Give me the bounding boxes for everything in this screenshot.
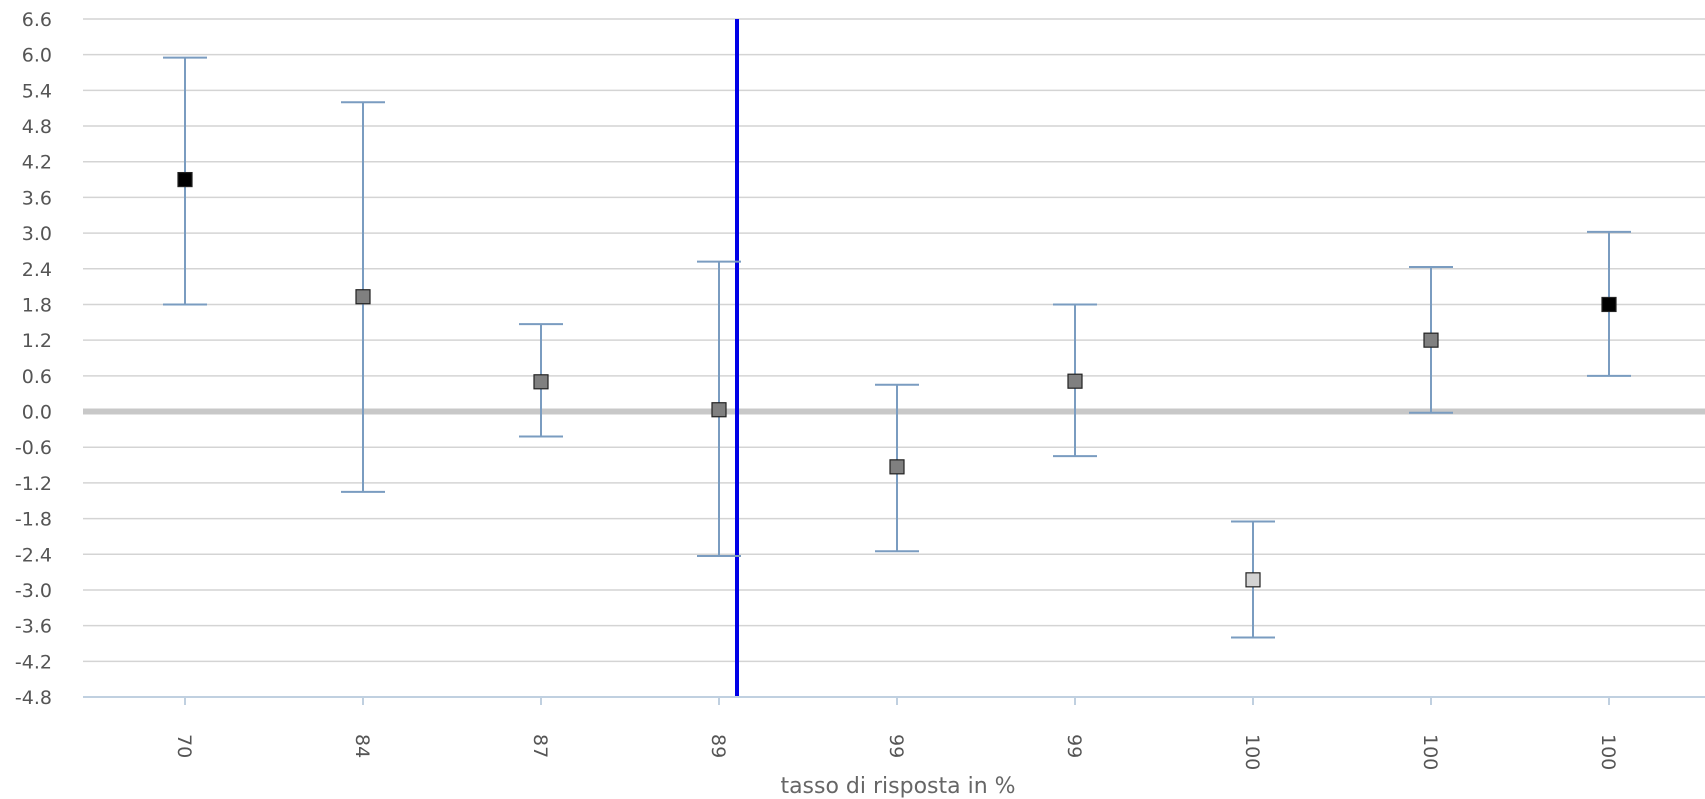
x-tick-label: 100 <box>1419 734 1441 770</box>
x-tick-label: 70 <box>173 734 195 758</box>
data-point-marker <box>177 171 193 188</box>
y-tick-label: -0.6 <box>15 437 52 459</box>
y-tick-label: 0.6 <box>22 366 52 388</box>
x-axis-ticks: 70 84 87 89 99 99 100 100 100 <box>173 697 1619 770</box>
x-tick-label: 84 <box>351 734 373 758</box>
y-tick-label: 3.0 <box>22 223 52 245</box>
data-point-marker <box>533 374 549 390</box>
y-tick-label: 6.6 <box>22 9 52 31</box>
x-tick-label: 99 <box>885 734 907 758</box>
y-tick-label: 3.6 <box>22 187 52 209</box>
data-point-marker <box>711 402 727 418</box>
data-point-marker <box>1245 572 1261 588</box>
y-tick-label: 4.8 <box>22 116 52 138</box>
x-tick-label: 99 <box>1063 734 1085 758</box>
y-tick-label: -4.2 <box>15 651 52 673</box>
y-tick-label: 2.4 <box>22 259 52 281</box>
data-point-marker <box>1423 332 1439 348</box>
y-tick-label: -1.2 <box>15 473 52 495</box>
y-tick-label: -1.8 <box>15 509 52 531</box>
y-tick-label: 1.2 <box>22 330 52 352</box>
data-point-marker <box>889 459 905 475</box>
y-tick-label: -4.8 <box>15 687 52 709</box>
y-axis-ticks: 6.6 6.0 5.4 4.8 4.2 3.6 3.0 2.4 1.8 1.2 0.6 0.0 -0.6… <box>15 9 52 709</box>
y-tick-label: 5.4 <box>22 80 52 102</box>
x-tick-label: 87 <box>529 734 551 758</box>
data-point-marker <box>1601 296 1617 313</box>
error-bars <box>163 56 1631 639</box>
x-tick-label: 100 <box>1241 734 1263 770</box>
y-tick-label: 4.2 <box>22 152 52 174</box>
y-tick-label: -3.0 <box>15 580 52 602</box>
y-tick-label: 1.8 <box>22 294 52 316</box>
y-tick-label: -2.4 <box>15 544 52 566</box>
y-tick-label: 6.0 <box>22 45 52 67</box>
grid-lines <box>83 18 1705 663</box>
x-tick-label: 89 <box>707 734 729 758</box>
x-tick-label: 100 <box>1597 734 1619 770</box>
data-point-marker <box>1067 373 1083 389</box>
x-axis-label: tasso di risposta in % <box>780 774 1015 799</box>
data-point-marker <box>355 289 371 305</box>
data-points <box>177 171 1617 588</box>
y-tick-label: 0.0 <box>22 402 52 424</box>
y-tick-label: -3.6 <box>15 616 52 638</box>
